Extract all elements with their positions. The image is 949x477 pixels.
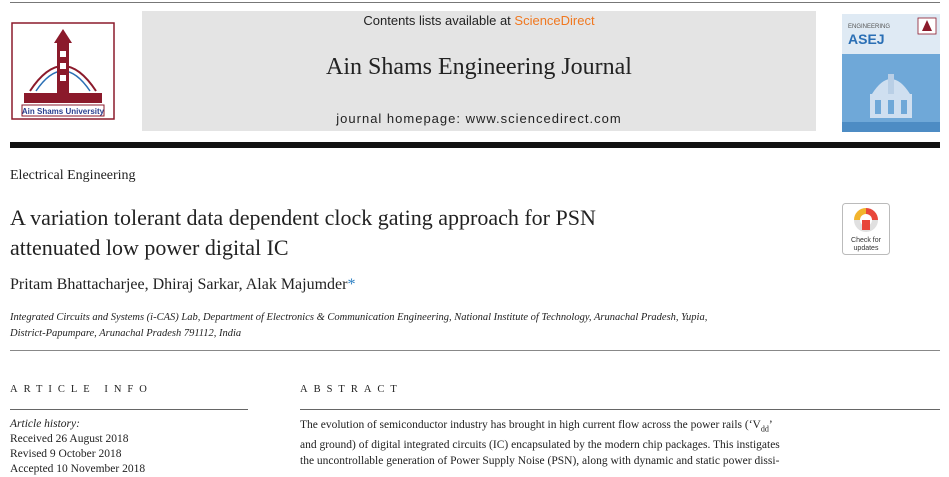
history-received: Received 26 August 2018 (10, 433, 129, 445)
svg-text:Ain Shams University: Ain Shams University (22, 107, 105, 116)
contents-prefix: Contents lists available at (363, 13, 515, 28)
header-divider (10, 142, 940, 148)
corresponding-author-mark[interactable]: * (347, 276, 356, 293)
affiliation-divider (10, 350, 940, 351)
abstract-line1-b: ’ (768, 419, 773, 431)
article-section: Electrical Engineering (10, 168, 136, 183)
svg-text:updates: updates (854, 245, 879, 252)
journal-title: Ain Shams Engineering Journal (326, 54, 632, 80)
journal-banner (142, 11, 816, 131)
journal-homepage[interactable]: journal homepage: www.sciencedirect.com (336, 111, 622, 126)
svg-text:ASEJ: ASEJ (848, 31, 885, 47)
history-label: Article history: (10, 418, 80, 430)
abstract-text: The evolution of semiconductor industry … (300, 417, 940, 469)
article-title: A variation tolerant data dependent cloc… (10, 203, 830, 263)
top-rule (10, 2, 940, 3)
abstract-line2: and ground) of digital integrated circui… (300, 439, 780, 452)
abstract-line3: the uncontrollable generation of Power S… (300, 455, 780, 468)
article-info-rule (10, 409, 248, 410)
history-revised: Revised 9 October 2018 (10, 448, 122, 460)
check-for-updates-icon[interactable]: Check for updates (842, 203, 890, 255)
svg-text:Check for: Check for (851, 237, 882, 244)
affiliation-line1: Integrated Circuits and Systems (i-CAS) … (10, 312, 708, 323)
article-info-heading: ARTICLE INFO (10, 384, 153, 395)
sciencedirect-link[interactable]: ScienceDirect (514, 13, 595, 28)
article-history: Article history: Received 26 August 2018… (10, 417, 145, 477)
authors-names: Pritam Bhattacharjee, Dhiraj Sarkar, Ala… (10, 276, 348, 293)
affiliation: Integrated Circuits and Systems (i-CAS) … (10, 310, 910, 342)
vdd-subscript: dd (760, 424, 769, 434)
abstract-line1: The evolution of semiconductor industry … (300, 417, 940, 437)
university-logo-icon: Ain Shams University (11, 22, 115, 120)
article-title-line2: attenuated low power digital IC (10, 235, 289, 260)
history-accepted: Accepted 10 November 2018 (10, 463, 146, 475)
abstract-heading: ABSTRACT (300, 384, 403, 395)
contents-available-line: Contents lists available at ScienceDirec… (142, 13, 816, 28)
svg-text:ENGINEERING: ENGINEERING (848, 24, 890, 30)
journal-cover-icon[interactable]: ENGINEERING ASEJ (842, 14, 940, 132)
abstract-rule (300, 409, 940, 410)
article-title-line1: A variation tolerant data dependent cloc… (10, 205, 596, 230)
author-list: Pritam Bhattacharjee, Dhiraj Sarkar, Ala… (10, 276, 355, 294)
abstract-line1-a: The evolution of semiconductor industry … (300, 419, 761, 431)
affiliation-line2: District-Papumpare, Arunachal Pradesh 79… (10, 328, 242, 339)
